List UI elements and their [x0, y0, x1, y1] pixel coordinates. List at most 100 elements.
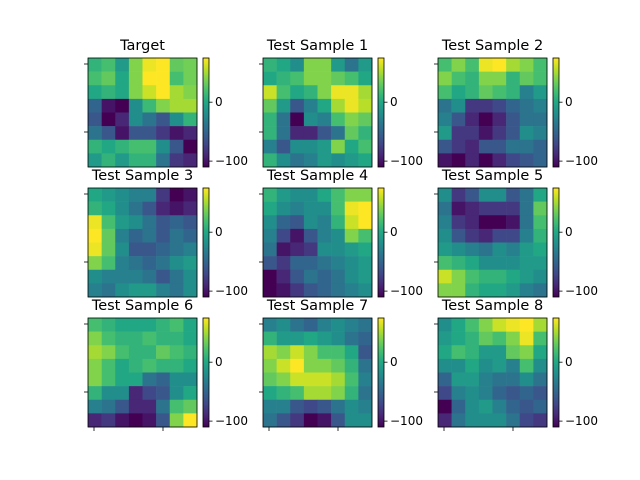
heatmap-cell [276, 71, 291, 86]
heatmap-cell [276, 188, 291, 202]
heatmap-cell [290, 256, 305, 271]
heatmap-cell [263, 269, 277, 284]
heatmap-cell [478, 228, 493, 243]
heatmap-cell [465, 112, 480, 127]
heatmap-cell [115, 399, 130, 414]
heatmap-cell [533, 269, 548, 284]
heatmap-cell [465, 318, 480, 332]
heatmap-cell [492, 126, 507, 141]
panel-title: Test Sample 8 [441, 298, 543, 314]
axes-frame [262, 317, 373, 428]
heatmap-cell [438, 318, 452, 332]
heatmap-cell [533, 386, 548, 401]
heatmap-cell [263, 153, 277, 168]
heatmap-cell [331, 386, 346, 401]
heatmap-cell [276, 153, 291, 168]
heatmap-cell [478, 318, 493, 332]
heatmap-cell [478, 413, 493, 428]
heatmap-cell [465, 358, 480, 373]
heatmap-cell [290, 112, 305, 127]
heatmap-cell [303, 318, 318, 332]
heatmap-cell [317, 85, 332, 100]
heatmap-cell [169, 386, 184, 401]
heatmap-cell [465, 386, 480, 401]
heatmap-cell [344, 318, 359, 332]
colorbar-tick-label: −100 [390, 154, 423, 168]
heatmap-cell [169, 215, 184, 230]
heatmap-cell [142, 126, 157, 141]
heatmap-cell [115, 372, 130, 387]
heatmap-cell [465, 85, 480, 100]
heatmap-cell [88, 269, 102, 284]
heatmap-cell [317, 345, 332, 360]
panel-title: Test Sample 3 [91, 168, 193, 184]
heatmap-cell [263, 126, 277, 141]
heatmap-cell [344, 139, 359, 154]
heatmap-cell [115, 283, 130, 298]
heatmap-cell [317, 331, 332, 346]
heatmap-cell [290, 71, 305, 86]
colorbar [202, 57, 210, 168]
heatmap-cell [263, 139, 277, 154]
heatmap-cell [519, 58, 534, 72]
heatmap-cell [451, 242, 466, 257]
heatmap-cell [519, 318, 534, 332]
panel-title: Test Sample 7 [266, 298, 368, 314]
heatmap-cell [519, 399, 534, 414]
heatmap-cell [533, 85, 548, 100]
heatmap-cell [183, 386, 198, 401]
heatmap-cell [451, 228, 466, 243]
heatmap-cell [358, 126, 373, 141]
heatmap-cell [519, 215, 534, 230]
heatmap-cell [169, 201, 184, 216]
heatmap-cell [290, 386, 305, 401]
heatmap-cell [101, 85, 116, 100]
heatmap-cell [465, 331, 480, 346]
heatmap-cell [303, 112, 318, 127]
heatmap-cell [88, 58, 102, 72]
heatmap-cell [142, 386, 157, 401]
axes-frame [262, 57, 373, 168]
heatmap-cell [156, 139, 171, 154]
heatmap-cell [533, 112, 548, 127]
heatmap-cell [358, 331, 373, 346]
heatmap-cell [88, 139, 102, 154]
heatmap-cell [169, 242, 184, 257]
heatmap-cell [465, 256, 480, 271]
heatmap-cell [263, 318, 277, 332]
heatmap-cell [506, 372, 521, 387]
heatmap-cell [276, 228, 291, 243]
heatmap-cell [438, 283, 452, 298]
heatmap-cell [142, 71, 157, 86]
heatmap-cell [101, 413, 116, 428]
heatmap-cell [156, 413, 171, 428]
heatmap-cell [533, 58, 548, 72]
heatmap-cell [115, 98, 130, 113]
heatmap-cell [183, 413, 198, 428]
heatmap-cell [451, 215, 466, 230]
heatmap-cell [533, 188, 548, 202]
heatmap-cell [451, 201, 466, 216]
heatmap-cell [344, 58, 359, 72]
heatmap-cell [169, 269, 184, 284]
heatmap-cell [88, 71, 102, 86]
heatmap-cell [101, 188, 116, 202]
heatmap-cell [438, 331, 452, 346]
heatmap-panel: Test Sample 2 0 −100 [434, 38, 598, 168]
heatmap-cell [317, 58, 332, 72]
heatmap-cell [451, 58, 466, 72]
axes-frame [87, 317, 198, 428]
heatmap-cell [88, 283, 102, 298]
heatmap-cell [438, 188, 452, 202]
heatmap-cell [506, 345, 521, 360]
heatmap-cell [142, 85, 157, 100]
heatmap-cell [506, 358, 521, 373]
heatmap-cell [290, 228, 305, 243]
heatmap-cell [276, 345, 291, 360]
heatmap-cell [331, 126, 346, 141]
heatmap-cell [101, 58, 116, 72]
heatmap-cell [115, 126, 130, 141]
colorbar-tick-label: 0 [390, 225, 398, 239]
heatmap-cell [88, 331, 102, 346]
